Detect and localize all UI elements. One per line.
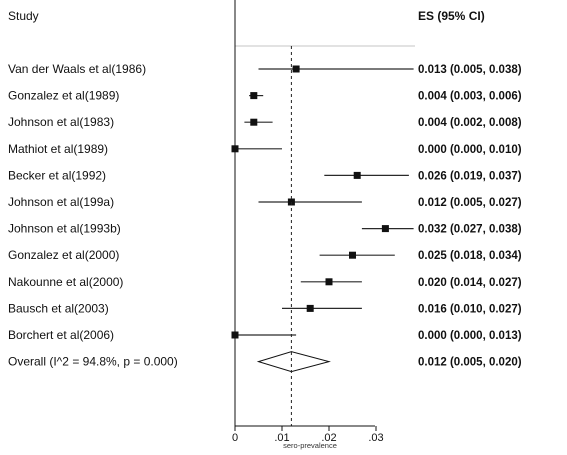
x-tick-label: .01 xyxy=(274,432,289,444)
es-value: 0.020 (0.014, 0.027) xyxy=(418,277,522,289)
point-estimate xyxy=(250,118,258,126)
es-value: 0.000 (0.000, 0.013) xyxy=(418,330,522,342)
study-label: Johnson et al(199a) xyxy=(8,195,114,209)
overall-diamond xyxy=(256,351,331,373)
study-label: Johnson et al(1993b) xyxy=(8,222,121,236)
point-estimate xyxy=(292,65,300,73)
es-value: 0.004 (0.002, 0.008) xyxy=(418,117,522,129)
es-value: 0.004 (0.003, 0.006) xyxy=(418,91,522,103)
x-tick-label: .03 xyxy=(368,432,383,444)
overall-label: Overall (I^2 = 94.8%, p = 0.000) xyxy=(8,355,178,369)
point-estimate xyxy=(353,171,361,179)
study-label: Borchert et al(2006) xyxy=(8,328,114,342)
es-value: 0.016 (0.010, 0.027) xyxy=(418,303,522,315)
es-value: 0.026 (0.019, 0.037) xyxy=(418,170,522,182)
x-axis-label: sero-prevalence xyxy=(283,441,337,450)
es-value: 0.025 (0.018, 0.034) xyxy=(418,250,522,262)
es-value: 0.000 (0.000, 0.010) xyxy=(418,144,522,156)
study-label: Bausch et al(2003) xyxy=(8,301,109,315)
header-study: Study xyxy=(8,9,39,23)
study-label: Van der Waals et al(1986) xyxy=(8,62,146,76)
point-estimate xyxy=(381,225,389,233)
study-label: Nakounne et al(2000) xyxy=(8,275,123,289)
es-value: 0.032 (0.027, 0.038) xyxy=(418,224,522,236)
study-label: Gonzalez et al(1989) xyxy=(8,89,119,103)
study-label: Johnson et al(1983) xyxy=(8,115,114,129)
es-value: 0.013 (0.005, 0.038) xyxy=(418,64,522,76)
point-estimate xyxy=(250,92,258,100)
es-value: 0.012 (0.005, 0.027) xyxy=(418,197,522,209)
study-label: Gonzalez et al(2000) xyxy=(8,248,119,262)
x-tick-label: .02 xyxy=(321,432,336,444)
x-tick-label: 0 xyxy=(232,432,238,444)
overall-es-value: 0.012 (0.005, 0.020) xyxy=(418,357,522,369)
study-rows: Van der Waals et al(1986) 0.013 (0.005, 0… xyxy=(8,62,522,373)
point-estimate xyxy=(349,251,356,259)
point-estimate xyxy=(306,304,314,312)
study-label: Mathiot et al(1989) xyxy=(8,142,108,156)
point-estimate xyxy=(325,278,333,286)
study-label: Becker et al(1992) xyxy=(8,168,106,182)
x-axis-ticks: 0 .01 .02 .03 xyxy=(232,426,384,444)
header-es: ES (95% CI) xyxy=(418,9,485,23)
